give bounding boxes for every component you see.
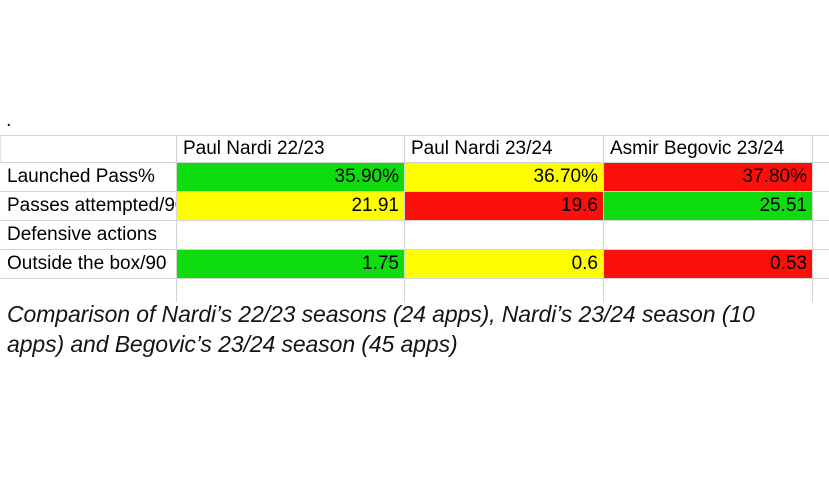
stray-period-mark: . (6, 109, 12, 131)
value-cell-empty (176, 221, 404, 250)
empty-grid-cell (404, 279, 603, 302)
value-cell: 1.75 (176, 250, 404, 279)
col-header-begovic-2324: Asmir Begovic 23/24 (603, 135, 812, 163)
row-label-passes-attempted: Passes attempted/90 (0, 192, 176, 221)
value-cell: 21.91 (176, 192, 404, 221)
row-label-defensive-actions: Defensive actions (0, 221, 176, 250)
value-cell: 25.51 (603, 192, 812, 221)
filler-cell (812, 250, 829, 279)
stats-table: Paul Nardi 22/23 Paul Nardi 23/24 Asmir … (0, 135, 829, 302)
filler-cell (812, 163, 829, 192)
value-cell: 35.90% (176, 163, 404, 192)
empty-grid-cell (603, 279, 812, 302)
row-label-outside-the-box: Outside the box/90 (0, 250, 176, 279)
value-cell: 0.53 (603, 250, 812, 279)
value-cell: 37.80% (603, 163, 812, 192)
col-header-nardi-2223: Paul Nardi 22/23 (176, 135, 404, 163)
value-cell: 19.6 (404, 192, 603, 221)
header-spacer-cell (0, 135, 176, 163)
row-label-launched-pass: Launched Pass% (0, 163, 176, 192)
value-cell-empty (404, 221, 603, 250)
figure-caption-line-1: Comparison of Nardi’s 22/23 seasons (24 … (7, 301, 755, 327)
figure-caption: Comparison of Nardi’s 22/23 seasons (24 … (7, 299, 827, 359)
filler-cell (812, 192, 829, 221)
figure-caption-line-2: apps) and Begovic’s 23/24 season (45 app… (7, 331, 458, 357)
value-cell-empty (603, 221, 812, 250)
value-cell: 0.6 (404, 250, 603, 279)
filler-cell (812, 221, 829, 250)
value-cell: 36.70% (404, 163, 603, 192)
filler-cell (812, 135, 829, 163)
empty-grid-cell (176, 279, 404, 302)
empty-grid-cell (812, 279, 829, 302)
col-header-nardi-2324: Paul Nardi 23/24 (404, 135, 603, 163)
